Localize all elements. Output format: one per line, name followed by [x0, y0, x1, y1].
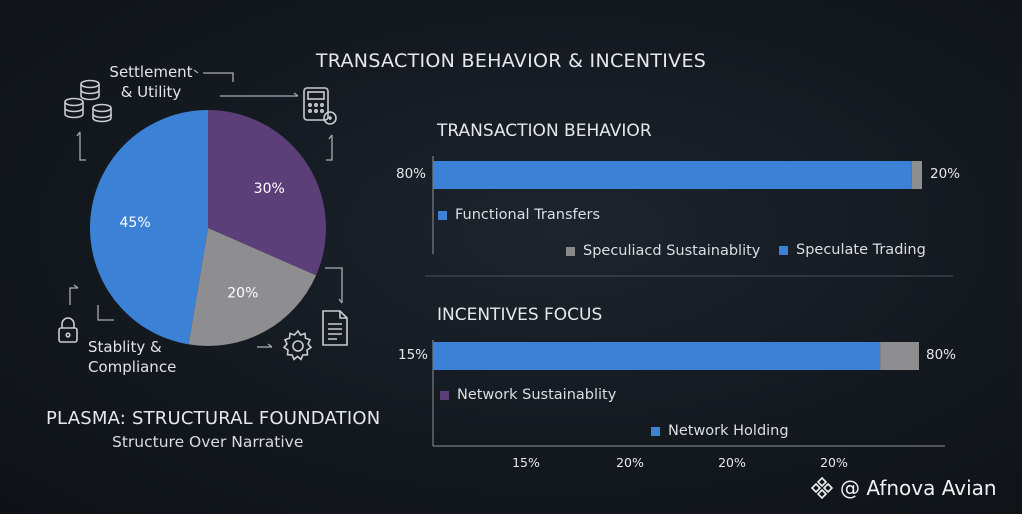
bar-segment [911, 161, 922, 189]
pie-slice [188, 228, 317, 346]
transaction-right-value: 20% [930, 166, 961, 182]
x-tick-label: 20% [718, 455, 746, 470]
transaction-title: TRANSACTION BEHAVIOR [437, 121, 652, 141]
bar-segment [433, 342, 881, 370]
foundation-title: PLASMA: STRUCTURAL FOUNDATION [46, 408, 381, 429]
pie-slice [89, 110, 208, 345]
pie-chart: 30% 20% 45% [89, 110, 326, 346]
incentives-left-value: 15% [398, 347, 429, 363]
x-tick-label: 15% [512, 455, 540, 470]
incentives-title: INCENTIVES FOCUS [437, 305, 603, 325]
watermark: @ Afnova Avian [810, 476, 997, 500]
connector-line [203, 72, 234, 82]
legend-functional-transfers: Functional Transfers [438, 207, 600, 223]
transaction-left-value: 80% [396, 166, 427, 182]
bar-segment [433, 161, 912, 189]
coins-icon [60, 76, 116, 126]
stability-compliance-label: Stablity & Compliance [88, 338, 177, 376]
gear-icon [280, 328, 316, 364]
pie-slice [208, 110, 326, 276]
legend-swatch [779, 245, 788, 255]
legend-swatch [651, 426, 660, 436]
transaction-bar [433, 161, 922, 189]
pie-connectors [69, 69, 343, 348]
watermark-text: @ Afnova Avian [840, 476, 997, 500]
legend-swatch [566, 246, 575, 256]
legend-swatch [438, 210, 447, 220]
diamond-logo-icon [810, 476, 834, 500]
legend-network-sustainablity: Network Sustainablity [440, 387, 616, 403]
document-icon [318, 308, 352, 348]
x-tick-label: 20% [616, 455, 644, 470]
legend-label: Speculiacd Sustainablity [583, 243, 761, 259]
legend-speculiacd-sustainablity: Speculiacd Sustainablity [566, 243, 760, 259]
legend-swatch [440, 390, 449, 400]
x-tick-label: 20% [820, 455, 848, 470]
bar-segment [880, 342, 919, 370]
legend-label: Network Holding [668, 423, 789, 439]
chart-title: TRANSACTION BEHAVIOR & INCENTIVES [315, 50, 707, 72]
incentives-bar [433, 342, 919, 370]
legend-label: Functional Transfers [455, 207, 601, 223]
legend-label: Speculate Trading [796, 242, 926, 258]
legend-network-holding: Network Holding [651, 423, 789, 439]
pie-slice-label: 20% [227, 285, 258, 301]
legend-label: Network Sustainablity [457, 387, 617, 403]
legend-speculate-trading: Speculate Trading [779, 242, 926, 258]
settlement-utility-label: Settlement & Utility [109, 63, 193, 101]
incentives-right-value: 80% [926, 347, 957, 363]
pie-slice-label: 30% [254, 181, 285, 197]
lock-icon [55, 316, 81, 346]
pie-slice-label: 45% [120, 215, 151, 231]
calculator-icon [300, 86, 340, 130]
foundation-subtitle: Structure Over Narrative [112, 433, 304, 451]
